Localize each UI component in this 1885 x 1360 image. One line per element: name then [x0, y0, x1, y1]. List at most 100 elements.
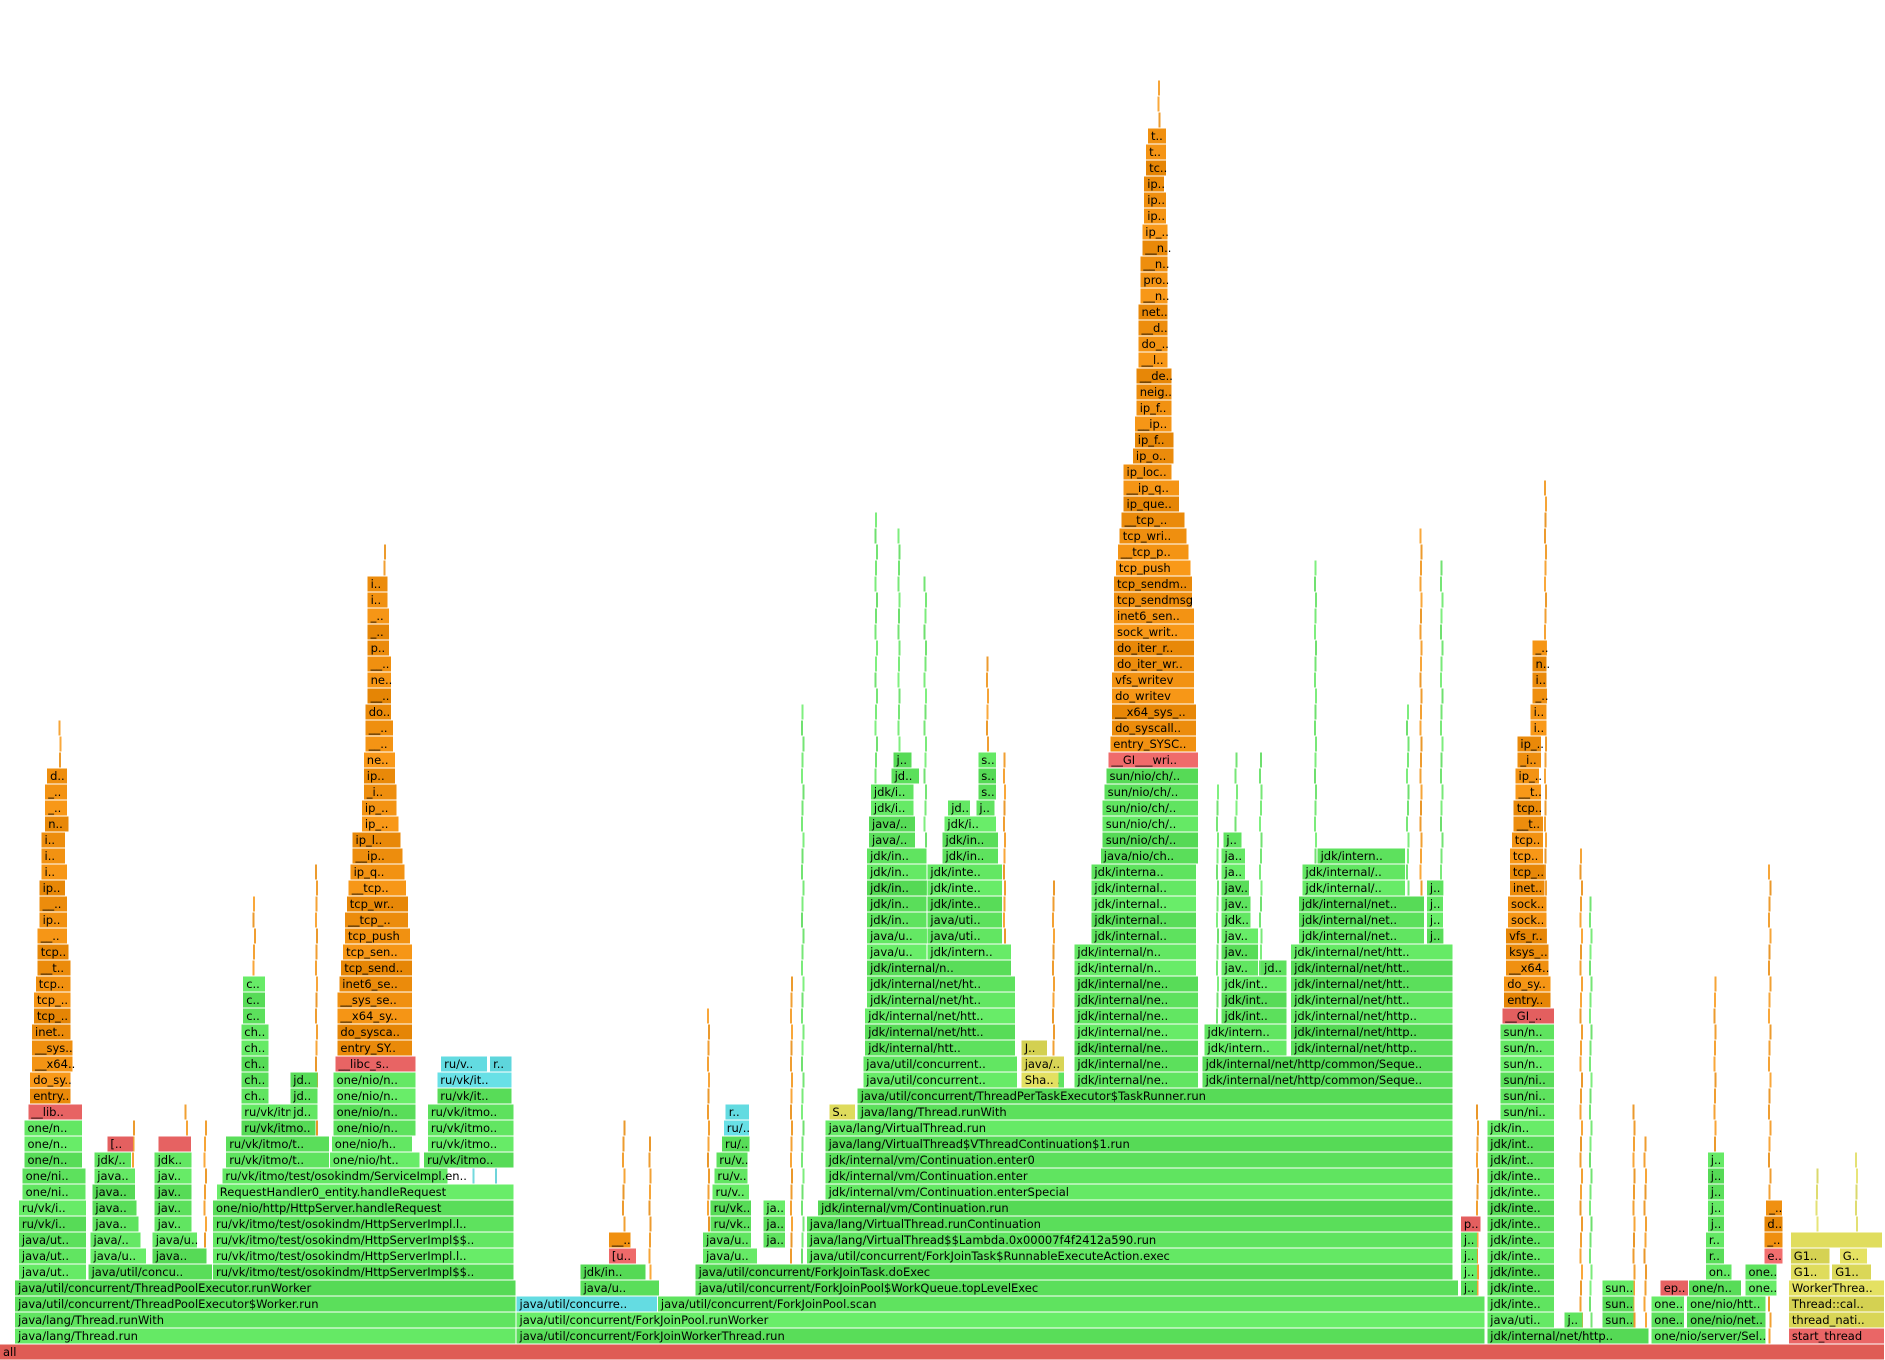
frame-bar[interactable]: jdk/internal/net/htt.. — [1291, 976, 1453, 992]
flame-frame[interactable]: ru/vk/itmo/test/osokindm/ServiceImpl.en.… — [222, 1168, 467, 1184]
flame-frame[interactable]: do_iter_r..do_iter_r.. — [1114, 640, 1195, 656]
flame-frame[interactable]: jdk/internal..jdk/internal.. — [1091, 880, 1196, 896]
flame-frame[interactable]: jdk/internal/net/http/common/Seque..jdk/… — [1202, 1056, 1453, 1072]
frame-bar[interactable]: _.. — [367, 624, 390, 640]
flame-frame[interactable]: _.._.. — [1766, 1200, 1782, 1216]
frame-bar[interactable]: jdk/inte.. — [1487, 1264, 1555, 1280]
flame-frame[interactable]: ip_loc..ip_loc.. — [1123, 464, 1172, 480]
frame-bar[interactable]: i.. — [367, 592, 388, 608]
frame-bar[interactable]: ru/vk.. — [710, 1216, 752, 1232]
frame-bar[interactable]: java/util/concurrent/ThreadPerTaskExecut… — [857, 1088, 1453, 1104]
flame-frame[interactable]: jdk/inte..jdk/inte.. — [1487, 1184, 1555, 1200]
frame-bar[interactable]: java/u.. — [867, 944, 927, 960]
frame-bar[interactable]: __tcp_.. — [345, 912, 409, 928]
frame-bar[interactable]: __n.. — [1142, 240, 1168, 256]
frame-bar[interactable]: ru/vk/itmo.. — [427, 1136, 514, 1152]
flame-frame[interactable]: __t..__t.. — [1513, 816, 1543, 832]
frame-bar[interactable]: ja.. — [763, 1200, 785, 1216]
frame-bar[interactable]: tcp_send.. — [341, 960, 412, 976]
flame-frame[interactable]: jd..jd.. — [290, 1072, 318, 1088]
frame-bar[interactable]: jdk/intern.. — [1204, 1024, 1287, 1040]
flame-frame[interactable]: j..j.. — [1707, 1184, 1724, 1200]
frame-bar[interactable]: jdk/inte.. — [1487, 1184, 1555, 1200]
frame-bar[interactable]: __t.. — [1515, 784, 1541, 800]
flame-frame[interactable]: java/u..java/u.. — [703, 1232, 752, 1248]
flame-frame[interactable]: java..java.. — [92, 1200, 137, 1216]
frame-bar[interactable]: tcp_.. — [33, 992, 71, 1008]
frame-bar[interactable]: jdk/inte.. — [1487, 1216, 1555, 1232]
flame-frame[interactable]: java/uti..java/uti.. — [927, 928, 1002, 944]
flame-frame[interactable]: ru/v..ru/v.. — [712, 1184, 750, 1200]
flame-frame[interactable]: ru/vk/it..ru/vk/it.. — [437, 1072, 512, 1088]
frame-bar[interactable]: one/nio/htt.. — [1687, 1296, 1766, 1312]
frame-bar[interactable]: t.. — [1148, 128, 1166, 144]
frame-bar[interactable]: one/n.. — [24, 1136, 82, 1152]
frame-bar[interactable]: j.. — [1707, 1200, 1724, 1216]
frame-bar[interactable]: n.. — [45, 816, 69, 832]
frame-bar[interactable]: __.. — [367, 656, 392, 672]
frame-bar[interactable]: net.. — [1138, 304, 1168, 320]
flame-frame[interactable]: one/n..one/n.. — [24, 1152, 82, 1168]
frame-bar[interactable]: ip.. — [1144, 176, 1164, 192]
frame-bar[interactable]: jdk/internal/vm/Continuation.enter — [825, 1168, 1453, 1184]
frame-bar[interactable]: java/u.. — [867, 928, 927, 944]
frame-bar[interactable]: _i.. — [363, 784, 397, 800]
frame-bar[interactable]: one.. — [1651, 1296, 1685, 1312]
frame-bar[interactable]: j.. — [1707, 1168, 1724, 1184]
frame-bar[interactable]: i.. — [1530, 720, 1547, 736]
frame-bar[interactable]: java/u.. — [580, 1280, 659, 1296]
frame-bar[interactable]: ru/vk/it.. — [437, 1088, 512, 1104]
flame-frame[interactable]: jdk/inte..jdk/inte.. — [1487, 1264, 1555, 1280]
frame-bar[interactable]: ip_que.. — [1123, 496, 1180, 512]
flame-frame[interactable]: one/nio/ht..one/nio/ht.. — [329, 1152, 420, 1168]
frame-bar[interactable]: s.. — [978, 768, 997, 784]
frame-bar[interactable]: ksys_.. — [1506, 944, 1549, 960]
frame-bar[interactable]: java.. — [92, 1216, 139, 1232]
flame-frame[interactable]: ch..ch.. — [241, 1056, 269, 1072]
frame-bar[interactable]: ip_.. — [1515, 768, 1540, 784]
frame-bar[interactable]: one/n.. — [1689, 1280, 1741, 1296]
flame-frame[interactable]: ip_..ip_.. — [1517, 736, 1544, 752]
flame-frame[interactable]: jdk/internal/net/htt..jdk/internal/net/h… — [1291, 960, 1453, 976]
flame-frame[interactable]: j..j.. — [893, 752, 912, 768]
frame-bar[interactable]: do_sy.. — [1504, 976, 1551, 992]
frame-bar[interactable]: j.. — [1426, 928, 1443, 944]
flame-frame[interactable]: __x64_sy..__x64_sy.. — [337, 1008, 412, 1024]
flame-frame[interactable]: one/nio/n..one/nio/n.. — [333, 1088, 416, 1104]
flame-frame[interactable]: java/uti..java/uti.. — [1487, 1312, 1555, 1328]
flame-frame[interactable]: __libc_s..__libc_s.. — [335, 1056, 416, 1072]
frame-bar[interactable]: jdk/intern.. — [927, 944, 1012, 960]
flame-frame[interactable]: ru/vk/itmo/test/osokindm/HttpServerImpl$… — [213, 1264, 514, 1280]
frame-bar[interactable]: do_writev — [1112, 688, 1194, 704]
flame-frame[interactable]: do_sy..do_sy.. — [30, 1072, 72, 1088]
frame-bar[interactable]: jd.. — [290, 1072, 318, 1088]
frame-bar[interactable]: jdk/internal.. — [1091, 912, 1196, 928]
flame-frame[interactable]: __..__.. — [37, 928, 67, 944]
frame-bar[interactable]: i.. — [41, 832, 66, 848]
flame-frame[interactable]: java/u..java/u.. — [867, 928, 927, 944]
flame-frame[interactable]: one..one.. — [1745, 1280, 1778, 1296]
flame-frame[interactable]: WorkerThrea..WorkerThrea.. — [1788, 1280, 1884, 1296]
frame-bar[interactable]: jdk/int.. — [1221, 976, 1287, 992]
frame-bar[interactable]: jdk/internal/.. — [1302, 864, 1406, 880]
flame-frame[interactable]: __t..__t.. — [1515, 784, 1542, 800]
frame-bar[interactable]: java/util/concurrent/ForkJoinPool.scan — [657, 1296, 1485, 1312]
frame-bar[interactable]: jdk/in.. — [867, 864, 927, 880]
frame-bar[interactable]: java/.. — [869, 832, 916, 848]
frame-bar[interactable]: jav.. — [1221, 944, 1259, 960]
flame-frame[interactable]: java..java.. — [152, 1248, 207, 1264]
frame-bar[interactable]: jdk/intern.. — [1317, 848, 1406, 864]
frame-bar[interactable]: j.. — [1223, 832, 1242, 848]
frame-bar[interactable]: jdk/internal/net/htt.. — [1291, 960, 1453, 976]
flame-frame[interactable]: __lib..__lib.. — [28, 1104, 82, 1120]
frame-bar[interactable]: c.. — [243, 976, 265, 992]
flame-frame[interactable]: __ip..__ip.. — [1134, 416, 1172, 432]
flame-frame[interactable]: ksys_..ksys_.. — [1506, 944, 1549, 960]
flame-frame[interactable]: jdk/inte..jdk/inte.. — [1487, 1248, 1555, 1264]
frame-bar[interactable]: one/nio/ht.. — [329, 1152, 420, 1168]
flame-frame[interactable]: ru/vk/itmo..ru/vk/itmo.. — [427, 1136, 514, 1152]
flame-frame[interactable]: sun/nio/ch/..sun/nio/ch/.. — [1102, 800, 1198, 816]
frame-bar[interactable]: java.. — [92, 1184, 135, 1200]
flame-frame[interactable]: vfs_r..vfs_r.. — [1506, 928, 1547, 944]
